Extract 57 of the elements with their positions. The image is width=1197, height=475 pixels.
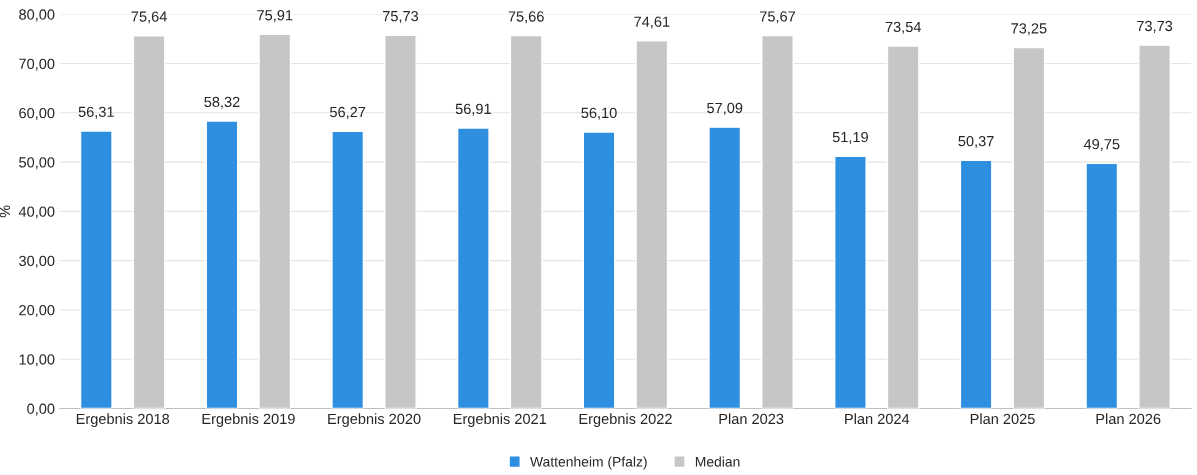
data-label: 49,75 xyxy=(1083,139,1120,152)
data-label: 75,73 xyxy=(382,10,419,24)
x-tick-label: Ergebnis 2018 xyxy=(76,413,170,427)
bar xyxy=(582,131,616,409)
bar xyxy=(1085,162,1119,409)
bar xyxy=(959,159,993,409)
data-label: 56,91 xyxy=(455,103,491,116)
x-tick-label: Plan 2024 xyxy=(845,413,910,425)
bar xyxy=(258,33,292,409)
data-label: 75,67 xyxy=(760,11,796,24)
x-tick-label: Plan 2026 xyxy=(1096,413,1161,425)
legend-label: Wattenheim (Pfalz) xyxy=(530,456,647,470)
bar xyxy=(79,130,113,409)
data-label: 58,32 xyxy=(204,96,240,109)
bar xyxy=(331,130,365,409)
y-axis-title: % xyxy=(0,205,10,218)
data-label: 73,73 xyxy=(1137,20,1173,33)
y-tick-label: 30,00 xyxy=(19,255,55,268)
legend-label: Median xyxy=(695,456,740,467)
bar xyxy=(509,34,543,409)
y-tick-label: 80,00 xyxy=(19,9,55,22)
y-tick-label: 60,00 xyxy=(19,107,55,120)
x-tick-label: Ergebnis 2020 xyxy=(328,413,421,427)
bar xyxy=(384,34,417,409)
bar xyxy=(708,126,742,409)
data-label: 75,91 xyxy=(257,10,293,23)
y-tick-label: 40,00 xyxy=(18,206,55,219)
bar xyxy=(456,127,490,409)
data-label: 75,64 xyxy=(131,11,167,24)
bar xyxy=(1012,46,1046,409)
bar xyxy=(1138,44,1171,409)
y-tick-label: 70,00 xyxy=(19,58,55,71)
bar xyxy=(761,34,794,409)
x-tick-label: Ergebnis 2021 xyxy=(453,413,547,427)
bar xyxy=(132,35,166,409)
data-label: 56,31 xyxy=(78,106,114,119)
data-label: 56,27 xyxy=(330,106,366,119)
y-tick-label: 0,00 xyxy=(27,403,55,416)
data-label: 51,19 xyxy=(832,131,868,144)
y-tick-label: 50,00 xyxy=(19,157,55,170)
data-label: 73,25 xyxy=(1011,23,1047,36)
x-tick-label: Ergebnis 2019 xyxy=(202,413,295,427)
x-tick-label: Ergebnis 2022 xyxy=(579,413,672,427)
bar xyxy=(834,155,867,409)
data-label: 73,54 xyxy=(885,21,922,34)
bar xyxy=(886,45,920,409)
data-label: 57,09 xyxy=(707,102,743,115)
data-label: 75,66 xyxy=(508,11,544,24)
y-tick-label: 10,00 xyxy=(19,354,55,367)
data-label: 74,61 xyxy=(634,16,670,29)
data-label: 56,10 xyxy=(581,107,617,120)
x-tick-label: Plan 2025 xyxy=(970,413,1035,425)
x-tick-label: Plan 2023 xyxy=(719,413,784,425)
bar xyxy=(635,40,669,409)
data-label: 50,37 xyxy=(958,135,994,148)
bar xyxy=(205,120,239,409)
y-tick-label: 20,00 xyxy=(19,305,55,318)
